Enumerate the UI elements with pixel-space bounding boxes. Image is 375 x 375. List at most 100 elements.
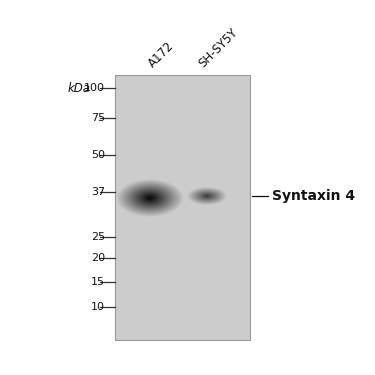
Ellipse shape	[144, 195, 156, 201]
Ellipse shape	[195, 191, 219, 201]
Ellipse shape	[142, 194, 158, 202]
Ellipse shape	[141, 193, 159, 203]
Ellipse shape	[201, 193, 213, 199]
Ellipse shape	[135, 190, 165, 206]
Ellipse shape	[148, 197, 152, 199]
Ellipse shape	[123, 183, 177, 213]
Text: 50: 50	[91, 150, 105, 160]
Ellipse shape	[202, 194, 211, 198]
Ellipse shape	[128, 186, 172, 210]
Ellipse shape	[195, 190, 219, 202]
Ellipse shape	[129, 186, 171, 210]
Ellipse shape	[117, 180, 183, 216]
Ellipse shape	[134, 189, 166, 207]
Ellipse shape	[134, 189, 166, 207]
Ellipse shape	[200, 193, 214, 199]
Ellipse shape	[144, 195, 156, 201]
Ellipse shape	[196, 191, 217, 201]
Ellipse shape	[116, 179, 184, 217]
Ellipse shape	[140, 192, 160, 204]
Ellipse shape	[188, 188, 226, 204]
Ellipse shape	[192, 189, 222, 203]
Ellipse shape	[137, 191, 163, 205]
Ellipse shape	[120, 181, 180, 215]
Ellipse shape	[133, 189, 167, 207]
Ellipse shape	[194, 190, 220, 202]
Ellipse shape	[123, 183, 177, 213]
Text: 10: 10	[91, 302, 105, 312]
Ellipse shape	[138, 191, 162, 205]
Ellipse shape	[143, 194, 157, 202]
Ellipse shape	[131, 188, 169, 209]
Ellipse shape	[201, 193, 213, 199]
Ellipse shape	[127, 185, 173, 211]
Ellipse shape	[136, 190, 164, 206]
Ellipse shape	[202, 194, 212, 198]
Ellipse shape	[126, 185, 174, 211]
Ellipse shape	[195, 190, 219, 201]
Text: 37: 37	[91, 187, 105, 197]
Ellipse shape	[204, 195, 210, 197]
Ellipse shape	[198, 192, 216, 200]
Text: 75: 75	[91, 113, 105, 123]
Ellipse shape	[132, 188, 168, 208]
Ellipse shape	[187, 187, 227, 205]
Text: 100: 100	[84, 83, 105, 93]
Text: kDa: kDa	[68, 82, 91, 95]
Ellipse shape	[119, 180, 181, 216]
Ellipse shape	[190, 188, 224, 204]
Ellipse shape	[138, 192, 162, 204]
Ellipse shape	[206, 195, 209, 196]
Ellipse shape	[194, 190, 220, 202]
Ellipse shape	[191, 189, 223, 203]
Ellipse shape	[196, 191, 218, 201]
Ellipse shape	[198, 192, 216, 200]
Ellipse shape	[192, 189, 222, 202]
Ellipse shape	[122, 182, 178, 214]
Ellipse shape	[201, 194, 213, 198]
Ellipse shape	[198, 192, 216, 200]
Ellipse shape	[117, 179, 183, 217]
Ellipse shape	[189, 188, 225, 204]
Ellipse shape	[148, 197, 152, 199]
Ellipse shape	[145, 195, 155, 201]
Ellipse shape	[119, 181, 181, 215]
Ellipse shape	[118, 180, 182, 216]
Ellipse shape	[197, 192, 217, 201]
Ellipse shape	[125, 184, 175, 212]
Ellipse shape	[200, 193, 214, 200]
Ellipse shape	[192, 189, 222, 203]
Text: 15: 15	[91, 277, 105, 287]
Ellipse shape	[126, 184, 174, 211]
Ellipse shape	[141, 193, 159, 203]
Text: SH-SY5Y: SH-SY5Y	[196, 26, 240, 70]
Ellipse shape	[146, 196, 154, 200]
Ellipse shape	[147, 196, 153, 200]
Ellipse shape	[206, 195, 208, 196]
Text: 20: 20	[91, 253, 105, 263]
Ellipse shape	[142, 194, 158, 202]
Ellipse shape	[121, 182, 179, 214]
Ellipse shape	[132, 188, 168, 208]
Ellipse shape	[193, 190, 221, 202]
Text: A172: A172	[146, 39, 177, 70]
Ellipse shape	[204, 195, 210, 197]
Ellipse shape	[130, 187, 170, 209]
Ellipse shape	[147, 196, 153, 200]
Text: 25: 25	[91, 232, 105, 242]
Ellipse shape	[136, 190, 164, 206]
Ellipse shape	[204, 194, 210, 198]
Ellipse shape	[203, 194, 211, 198]
Ellipse shape	[188, 187, 226, 205]
FancyBboxPatch shape	[115, 75, 250, 340]
Ellipse shape	[189, 188, 225, 204]
Ellipse shape	[122, 182, 178, 214]
Ellipse shape	[189, 188, 225, 204]
Ellipse shape	[128, 186, 172, 210]
Ellipse shape	[139, 192, 161, 204]
Ellipse shape	[199, 192, 215, 200]
Ellipse shape	[205, 195, 209, 197]
Text: Syntaxin 4: Syntaxin 4	[272, 189, 355, 203]
Ellipse shape	[124, 183, 176, 213]
Ellipse shape	[130, 187, 170, 209]
